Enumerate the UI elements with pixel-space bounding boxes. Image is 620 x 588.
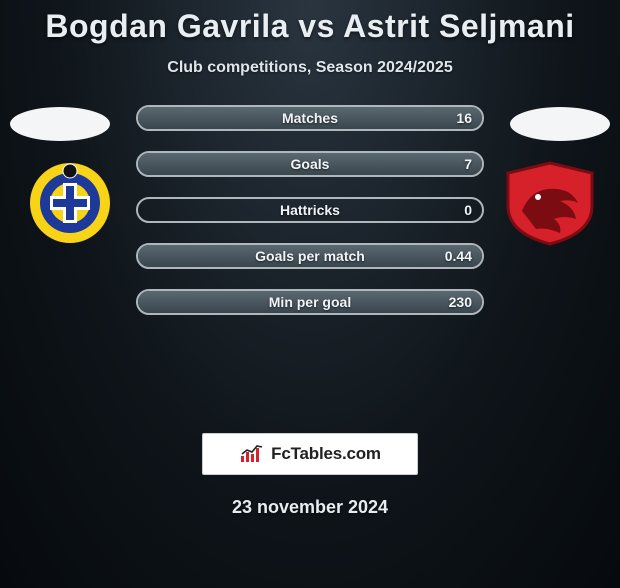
stat-row-min-per-goal: Min per goal 230 [136,289,484,315]
team-crest-left [20,161,120,246]
stats-list: Matches 16 Goals 7 Hattricks 0 Goals per… [136,105,484,315]
date-label: 23 november 2024 [0,497,620,518]
stat-value-right: 0.44 [445,248,472,264]
brand-badge[interactable]: FcTables.com [202,433,418,475]
page-subtitle: Club competitions, Season 2024/2025 [0,59,620,77]
stat-value-right: 230 [449,294,472,310]
player-photo-left [10,107,110,141]
team-crest-right [500,161,600,246]
stat-label: Hattricks [138,202,482,218]
page-title: Bogdan Gavrila vs Astrit Seljmani [0,8,620,45]
stat-row-goals: Goals 7 [136,151,484,177]
stat-row-hattricks: Hattricks 0 [136,197,484,223]
stat-row-goals-per-match: Goals per match 0.44 [136,243,484,269]
stat-label: Matches [138,110,482,126]
stat-value-right: 16 [456,110,472,126]
stat-label: Goals [138,156,482,172]
stat-row-matches: Matches 16 [136,105,484,131]
player-photo-right [510,107,610,141]
stat-value-right: 0 [464,202,472,218]
comparison-panel: Matches 16 Goals 7 Hattricks 0 Goals per… [0,105,620,405]
stat-label: Min per goal [138,294,482,310]
brand-text: FcTables.com [271,444,381,464]
chart-icon [239,444,265,464]
stat-value-right: 7 [464,156,472,172]
stat-label: Goals per match [138,248,482,264]
